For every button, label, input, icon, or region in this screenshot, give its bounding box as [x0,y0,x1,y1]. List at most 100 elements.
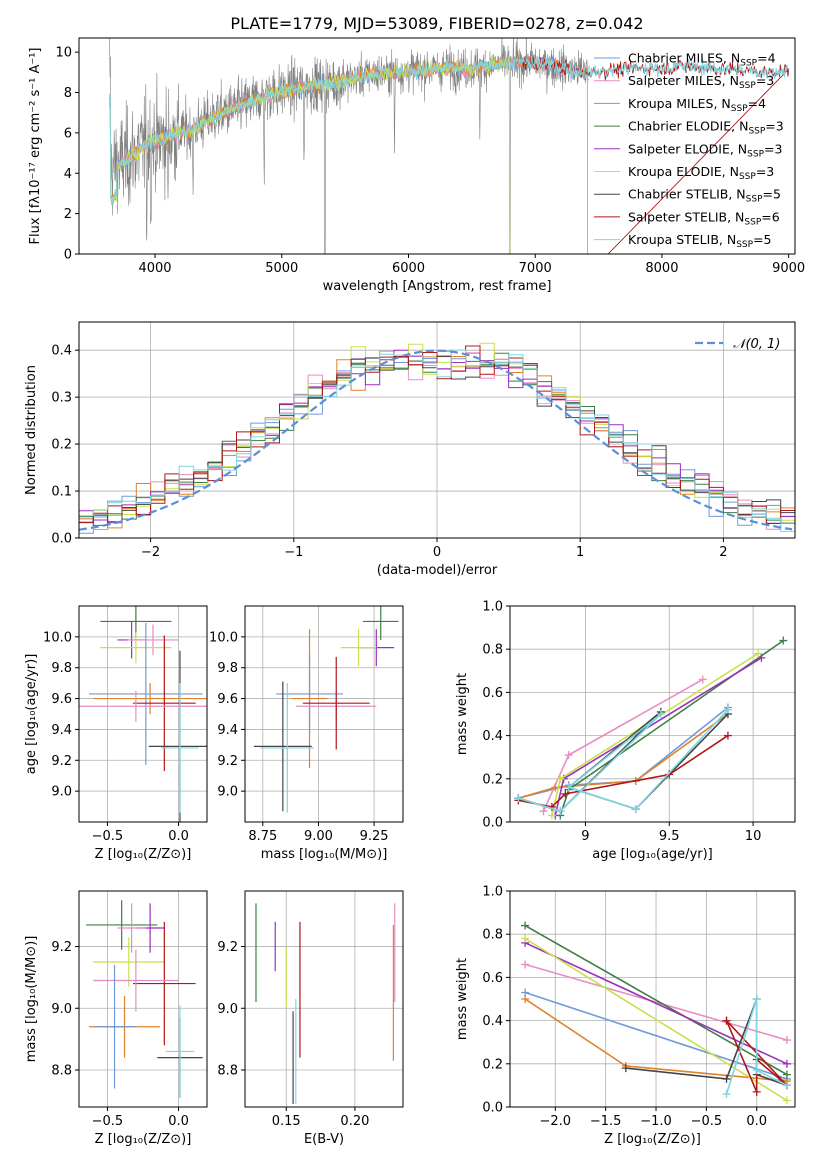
plot-area [514,636,788,820]
weight-point-chabrier_elodie [782,1070,791,1079]
weight-point-kroupa_miles [521,995,530,1003]
weight-point-salpeter_stelib [547,802,556,811]
x-tick-label: 0.20 [340,1114,369,1129]
y-tick-label: 9.0 [51,1002,72,1017]
axes-frame [244,890,404,1108]
x-tick-label: −0.5 [92,829,124,844]
x-tick-label: 8.75 [248,829,277,844]
weight-line-chabrier_elodie [524,924,788,1076]
x-tick-label: 0 [433,545,441,560]
x-tick-label: 6000 [392,261,425,276]
panel-spectrum: 4000 5000 6000 7000 8000 9000 0 2 4 6 8 10 wavelengt… [28,37,805,294]
weight-point-kroupa_elodie [547,811,556,820]
weight-point-salpeter_miles [564,751,573,760]
x-tick-label: −0.5 [92,1114,124,1129]
x-tick-label: 9.25 [360,829,389,844]
axes-frame [78,890,208,1108]
x-axis-label: wavelength [Angstrom, rest frame] [323,279,552,294]
legend-entry: Chabrier ELODIE, NSSP=3 [628,119,784,137]
y-tick-label: 9.8 [51,661,72,676]
y-tick-label: 0.0 [51,532,72,547]
weight-point-chabrier_stelib [722,1074,731,1083]
weight-point-kroupa_elodie [521,934,530,943]
weight-point-chabrier_elodie [521,921,530,930]
x-tick-label: 1 [576,545,584,560]
weight-point-chabrier_elodie [779,636,788,645]
x-tick-label: −2 [141,545,160,560]
weight-point-kroupa_stelib [514,794,523,803]
panel-age_vs_Z: −0.5 0.0 9.0 9.2 9.4 9.6 9.8 10.0 Z [log₁₀(Z/Z⊙)… [24,605,208,862]
legend-entry: Chabrier MILES, NSSP=4 [628,51,776,69]
weight-line-kroupa_elodie [524,937,788,1102]
weight-point-kroupa_stelib [656,710,665,718]
y-tick-label: 0.3 [51,391,72,406]
plot-area [108,38,790,254]
y-tick-label: 0.0 [482,1101,503,1116]
x-axis-label: Z [log₁₀(Z/Z⊙)] [604,1132,701,1147]
weight-point-salpeter_stelib [723,731,732,740]
y-tick-label: 9.2 [217,754,238,769]
y-tick-label: 2 [64,207,72,222]
y-tick-label: 10.0 [209,630,238,645]
weight-point-salpeter_miles [698,675,707,684]
y-tick-label: 0.1 [51,485,72,500]
x-tick-label: 4000 [138,261,171,276]
weight-line-salpeter_miles [524,963,788,1041]
x-axis-label: Z [log₁₀(Z/Z⊙)] [95,1132,192,1147]
y-tick-label: 4 [64,167,72,182]
y-axis-label: mass weight [455,673,470,755]
y-axis-label: mass weight [455,958,470,1040]
legend-entry: Kroupa MILES, NSSP=4 [628,96,766,114]
plot-area [253,606,399,813]
y-tick-label: 9.4 [51,723,72,738]
axes-frame [78,37,796,255]
y-tick-label: 1.0 [482,885,503,900]
x-axis-label: mass [log₁₀(M/M⊙)] [261,847,388,862]
x-tick-label: −2.0 [540,1114,572,1129]
legend-entry: Kroupa STELIB, NSSP=5 [628,232,772,250]
axes-frame [244,605,404,823]
y-tick-label: 9.6 [217,692,238,707]
weight-point-salpeter_miles [782,1036,791,1045]
panel-age_vs_mass: 8.75 9.00 9.25 9.0 9.2 9.4 9.6 9.8 10.0 mass [log… [209,605,404,862]
y-tick-label: 0.4 [482,1014,503,1029]
y-tick-label: 8.8 [217,1063,238,1078]
plot-area [86,900,203,1098]
weight-point-kroupa_elodie [754,649,763,658]
y-tick-label: 10 [55,46,72,61]
panel-residuals: −2 −1 0 1 2 0.0 0.1 0.2 0.3 0.4 (data-model)/error… [24,321,796,578]
weight-point-kroupa_stelib [723,705,732,714]
y-tick-label: 0.8 [482,928,503,943]
x-tick-label: 2 [719,545,727,560]
y-tick-label: 0.2 [482,1057,503,1072]
legend-entry: Salpeter STELIB, NSSP=6 [628,209,780,227]
y-tick-label: 0.4 [51,344,72,359]
x-tick-label: 9.00 [304,829,333,844]
x-tick-label: 9 [581,829,589,844]
weight-line-kroupa_miles [518,713,729,799]
x-tick-label: 8000 [645,261,678,276]
y-tick-label: 0.6 [482,971,503,986]
weight-point-kroupa_stelib [782,1081,791,1090]
weight-point-chabrier_stelib [621,1064,630,1073]
y-tick-label: 0.2 [51,438,72,453]
y-tick-label: 9.2 [51,940,72,955]
weight-point-kroupa_stelib [722,1090,731,1099]
weight-line-chabrier_miles [518,706,729,799]
axes-frame [78,605,208,823]
panel-weight_vs_age: 9 9.5 10 0.0 0.2 0.4 0.6 0.8 1.0 age [log₁₀(age/y… [455,600,796,862]
y-tick-label: 0.2 [482,772,503,787]
y-tick-label: 1.0 [482,600,503,615]
y-axis-label: Flux [fλ10⁻¹⁷ erg cm⁻² s⁻¹ A⁻¹] [28,48,43,245]
weight-point-kroupa_stelib [752,995,761,1003]
plot-area [255,903,396,1104]
x-tick-label: −1.5 [590,1114,622,1129]
x-axis-label: age [log₁₀(age/yr)] [592,847,713,862]
weight-line-kroupa_stelib [725,998,788,1095]
y-tick-label: 8 [64,86,72,101]
weight-point-salpeter_elodie [757,653,766,662]
x-axis-label: E(B-V) [304,1132,344,1147]
weight-point-kroupa_elodie [782,1096,791,1105]
y-tick-label: 0.6 [482,686,503,701]
